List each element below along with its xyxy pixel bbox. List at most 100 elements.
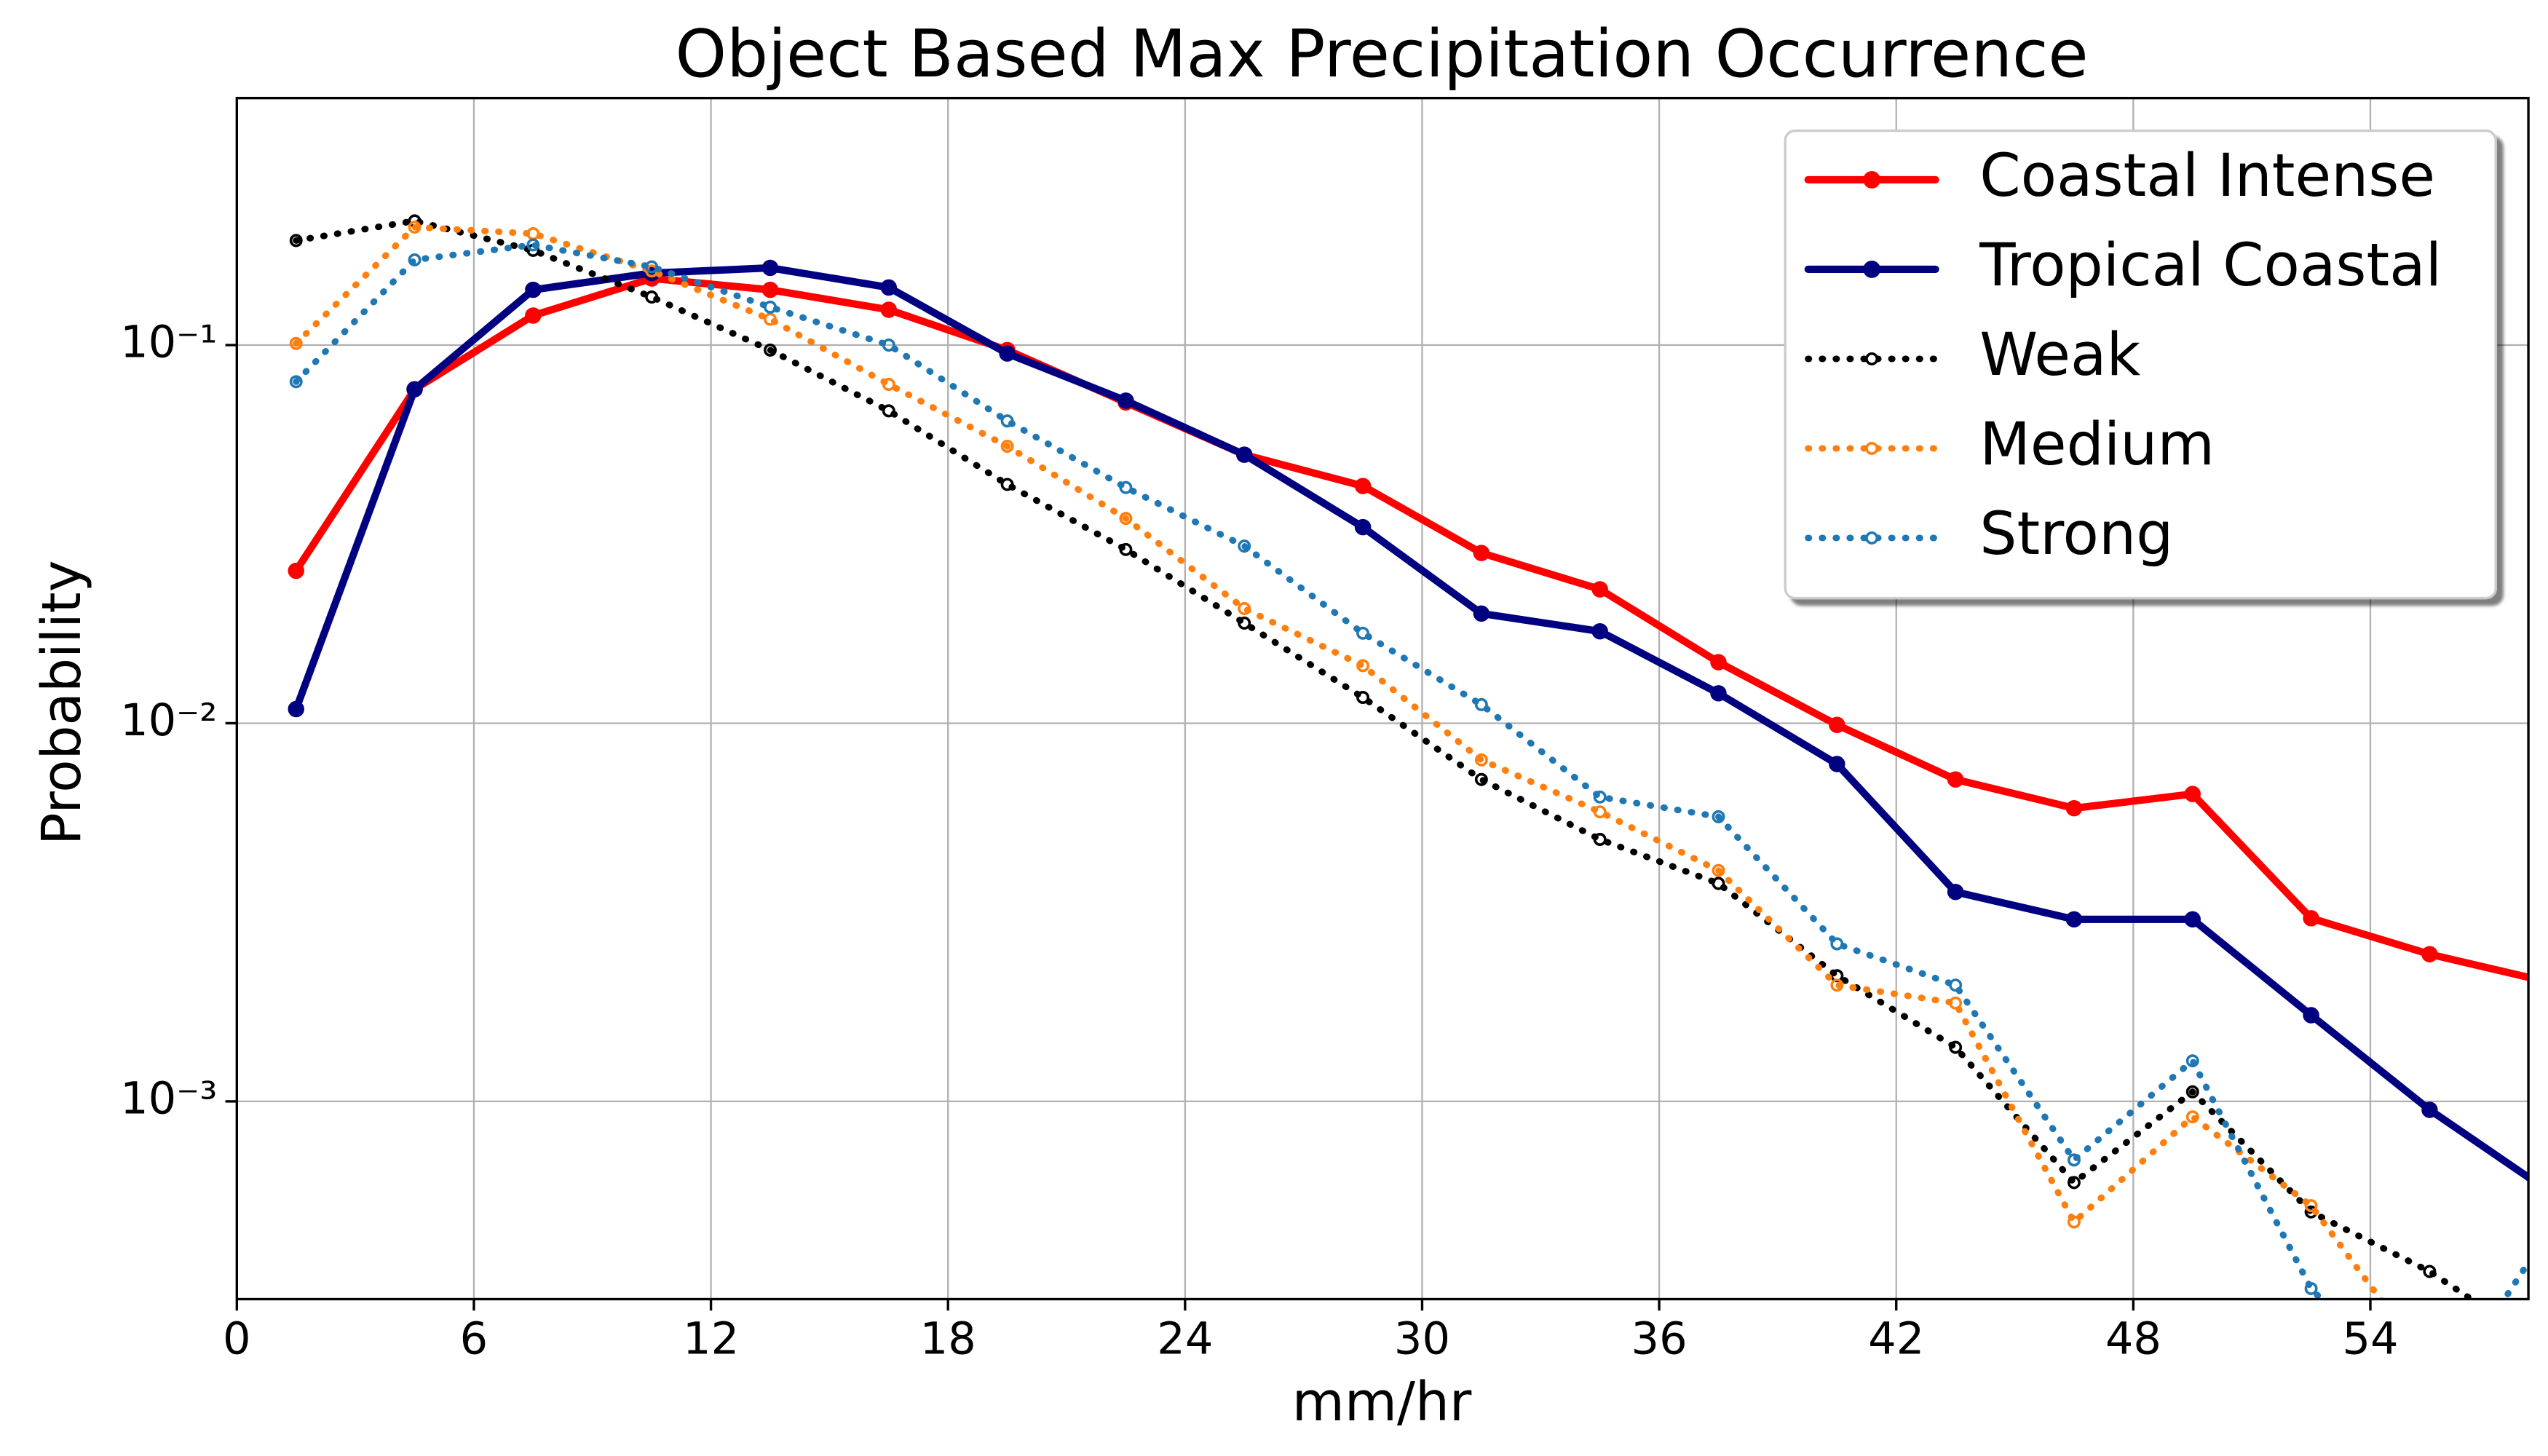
- data-point: [1354, 518, 1372, 536]
- data-point: [1238, 539, 1251, 553]
- axes-frame: [235, 96, 2530, 1301]
- x-tick-label: 42: [1868, 1313, 1924, 1364]
- data-point: [2421, 1101, 2438, 1118]
- data-point: [1473, 545, 1490, 561]
- data-point: [882, 378, 895, 392]
- data-point: [999, 345, 1016, 362]
- data-point: [1710, 654, 1727, 670]
- data-point: [2185, 1054, 2199, 1068]
- data-point: [764, 312, 777, 326]
- y-tick-label: 10⁻²: [120, 695, 217, 746]
- data-point: [2423, 1265, 2437, 1278]
- data-point: [408, 221, 422, 234]
- data-point: [1119, 542, 1133, 556]
- data-point: [1474, 772, 1488, 786]
- data-point: [882, 339, 895, 352]
- data-point: [288, 562, 304, 579]
- data-point: [2303, 910, 2319, 927]
- legend-marker: [1863, 261, 1881, 278]
- plot-area: [288, 214, 2529, 1299]
- chart-title: Object Based Max Precipitation Occurrenc…: [676, 17, 2089, 92]
- legend-marker: [1865, 441, 1879, 455]
- data-point: [288, 700, 304, 718]
- legend-marker: [1865, 352, 1879, 365]
- data-point: [1949, 996, 1963, 1010]
- x-axis-label: mm/hr: [1292, 1371, 1472, 1433]
- series-line: [293, 217, 2477, 1299]
- data-point: [2067, 1176, 2081, 1190]
- y-axis-label: Probability: [31, 560, 93, 845]
- data-point: [1356, 626, 1370, 640]
- data-point: [2304, 1199, 2318, 1213]
- data-point: [880, 301, 898, 318]
- data-point: [1593, 805, 1607, 819]
- data-point: [525, 307, 542, 324]
- data-point: [1000, 414, 1014, 428]
- legend-label: Tropical Coastal: [1979, 232, 2442, 300]
- data-point: [1947, 883, 1964, 901]
- data-point: [2184, 911, 2201, 928]
- data-point: [289, 234, 303, 248]
- data-point: [1238, 616, 1251, 630]
- legend-box: [1784, 129, 2497, 600]
- x-tick-label: 36: [1631, 1313, 1688, 1364]
- data-point: [1119, 480, 1133, 494]
- data-point: [1000, 440, 1014, 453]
- data-point: [1712, 877, 1725, 890]
- data-point: [1593, 833, 1607, 846]
- data-point: [289, 336, 303, 350]
- x-tick-label: 0: [223, 1313, 251, 1364]
- x-tick-label: 30: [1394, 1313, 1450, 1364]
- data-point: [2065, 799, 2083, 817]
- data-point: [525, 281, 542, 298]
- data-point: [406, 381, 423, 397]
- legend-label: Coastal Intense: [1979, 142, 2435, 210]
- y-tick-label: 10⁻¹: [120, 317, 217, 368]
- data-point: [2304, 1281, 2318, 1295]
- series-line: [293, 241, 2529, 1299]
- data-point: [1236, 446, 1253, 463]
- data-point: [761, 281, 779, 298]
- data-point: [764, 300, 777, 314]
- data-point: [2185, 1110, 2199, 1124]
- data-point: [2303, 1007, 2319, 1024]
- data-point: [1593, 790, 1607, 804]
- legend-marker: [1863, 171, 1881, 189]
- data-point: [1710, 685, 1727, 702]
- data-point: [1949, 978, 1963, 992]
- data-point: [645, 260, 659, 274]
- data-point: [1947, 771, 1964, 788]
- legend-label: Medium: [1979, 411, 2215, 479]
- x-tick-label: 6: [460, 1313, 488, 1364]
- data-point: [761, 259, 779, 277]
- legend-marker: [1865, 531, 1879, 545]
- data-point: [1000, 478, 1014, 491]
- x-tick-label: 12: [683, 1313, 739, 1364]
- data-point: [1473, 605, 1490, 622]
- data-point: [645, 290, 659, 304]
- data-point: [1119, 512, 1133, 526]
- data-point: [1238, 601, 1251, 615]
- legend-label: Strong: [1979, 500, 2173, 569]
- data-point: [2185, 1085, 2199, 1099]
- data-point: [1356, 659, 1370, 673]
- data-point: [526, 238, 540, 252]
- data-point: [1354, 478, 1372, 494]
- x-tick-label: 18: [920, 1313, 976, 1364]
- data-point: [1949, 1040, 1963, 1054]
- data-point: [1712, 863, 1725, 877]
- data-point: [1591, 581, 1608, 598]
- data-point: [1829, 756, 1845, 772]
- data-point: [2184, 786, 2201, 802]
- data-point: [1117, 392, 1134, 409]
- data-point: [289, 375, 303, 389]
- data-point: [408, 253, 422, 266]
- data-point: [2067, 1153, 2081, 1167]
- legend-label: Weak: [1979, 321, 2140, 389]
- x-tick-label: 48: [2105, 1313, 2161, 1364]
- data-point: [1830, 937, 1844, 951]
- data-point: [764, 343, 777, 357]
- data-point: [2067, 1215, 2081, 1229]
